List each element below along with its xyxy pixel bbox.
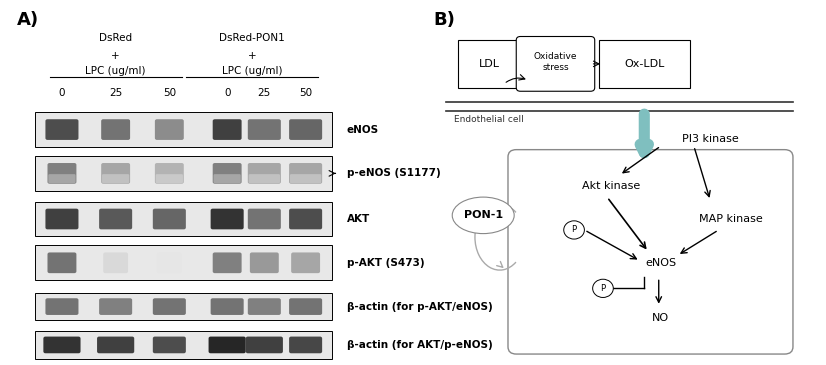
Text: eNOS: eNOS [645,258,676,268]
FancyBboxPatch shape [248,209,281,229]
FancyBboxPatch shape [289,337,322,353]
FancyBboxPatch shape [508,150,793,354]
Text: 0: 0 [224,88,230,97]
FancyBboxPatch shape [246,337,282,353]
FancyBboxPatch shape [45,119,78,140]
Text: 25: 25 [258,88,271,97]
Text: LPC (ug/ml): LPC (ug/ml) [221,66,282,76]
Text: NO: NO [653,312,669,323]
FancyBboxPatch shape [153,209,186,229]
Text: p-AKT (S473): p-AKT (S473) [347,258,425,268]
Text: P: P [601,284,605,293]
FancyBboxPatch shape [97,337,134,353]
Circle shape [593,279,614,297]
Text: eNOS: eNOS [347,124,379,135]
Text: 0: 0 [59,88,65,97]
FancyBboxPatch shape [291,253,320,273]
FancyBboxPatch shape [248,298,281,315]
FancyBboxPatch shape [249,253,278,273]
Text: PI3 kinase: PI3 kinase [682,134,738,144]
FancyBboxPatch shape [458,40,520,88]
FancyBboxPatch shape [211,209,244,229]
Text: Akt kinase: Akt kinase [582,181,640,191]
FancyBboxPatch shape [289,209,322,229]
FancyBboxPatch shape [248,163,281,184]
Text: MAP kinase: MAP kinase [699,214,763,224]
FancyBboxPatch shape [248,119,281,140]
Circle shape [563,221,585,239]
Text: 25: 25 [109,88,122,97]
FancyBboxPatch shape [155,174,183,183]
Text: β-actin (for AKT/p-eNOS): β-actin (for AKT/p-eNOS) [347,340,492,350]
Text: PON-1: PON-1 [463,210,503,220]
Text: p-eNOS (S1177): p-eNOS (S1177) [347,168,440,178]
Text: β-actin (for p-AKT/eNOS): β-actin (for p-AKT/eNOS) [347,301,492,312]
Text: +: + [112,51,120,61]
FancyBboxPatch shape [99,298,132,315]
FancyBboxPatch shape [208,337,246,353]
FancyBboxPatch shape [102,119,131,140]
FancyBboxPatch shape [153,337,186,353]
Text: 50: 50 [163,88,176,97]
FancyBboxPatch shape [102,174,129,183]
FancyBboxPatch shape [599,40,690,88]
Text: Ox-LDL: Ox-LDL [624,59,664,69]
FancyBboxPatch shape [43,337,81,353]
FancyBboxPatch shape [36,112,332,147]
Ellipse shape [453,197,514,234]
FancyBboxPatch shape [153,298,186,315]
FancyBboxPatch shape [213,253,241,273]
FancyBboxPatch shape [157,253,182,273]
Text: A): A) [17,11,39,29]
FancyBboxPatch shape [211,298,244,315]
FancyBboxPatch shape [289,119,322,140]
FancyBboxPatch shape [213,119,241,140]
FancyBboxPatch shape [45,209,78,229]
FancyBboxPatch shape [213,174,241,183]
FancyBboxPatch shape [154,119,183,140]
Text: DsRed: DsRed [99,33,132,43]
FancyBboxPatch shape [290,174,321,183]
FancyBboxPatch shape [102,163,131,184]
Text: P: P [572,226,577,234]
FancyBboxPatch shape [213,163,241,184]
FancyBboxPatch shape [516,36,595,91]
Text: Endothelial cell: Endothelial cell [454,115,524,124]
Text: +: + [248,51,256,61]
Text: B): B) [434,11,455,29]
FancyBboxPatch shape [99,209,132,229]
FancyBboxPatch shape [36,245,332,280]
FancyBboxPatch shape [48,174,76,183]
FancyBboxPatch shape [249,174,280,183]
FancyBboxPatch shape [48,253,76,273]
FancyBboxPatch shape [45,298,78,315]
FancyBboxPatch shape [103,253,128,273]
FancyBboxPatch shape [36,156,332,191]
FancyBboxPatch shape [36,331,332,358]
Text: DsRed-PON1: DsRed-PON1 [219,33,285,43]
FancyBboxPatch shape [36,293,332,320]
FancyBboxPatch shape [36,201,332,237]
FancyBboxPatch shape [154,163,183,184]
FancyBboxPatch shape [289,163,322,184]
Text: LDL: LDL [479,59,500,69]
FancyBboxPatch shape [289,298,322,315]
FancyBboxPatch shape [48,163,76,184]
Text: Oxidative
stress: Oxidative stress [534,52,577,72]
Text: LPC (ug/ml): LPC (ug/ml) [85,66,146,76]
Text: 50: 50 [299,88,312,97]
Text: AKT: AKT [347,214,370,224]
